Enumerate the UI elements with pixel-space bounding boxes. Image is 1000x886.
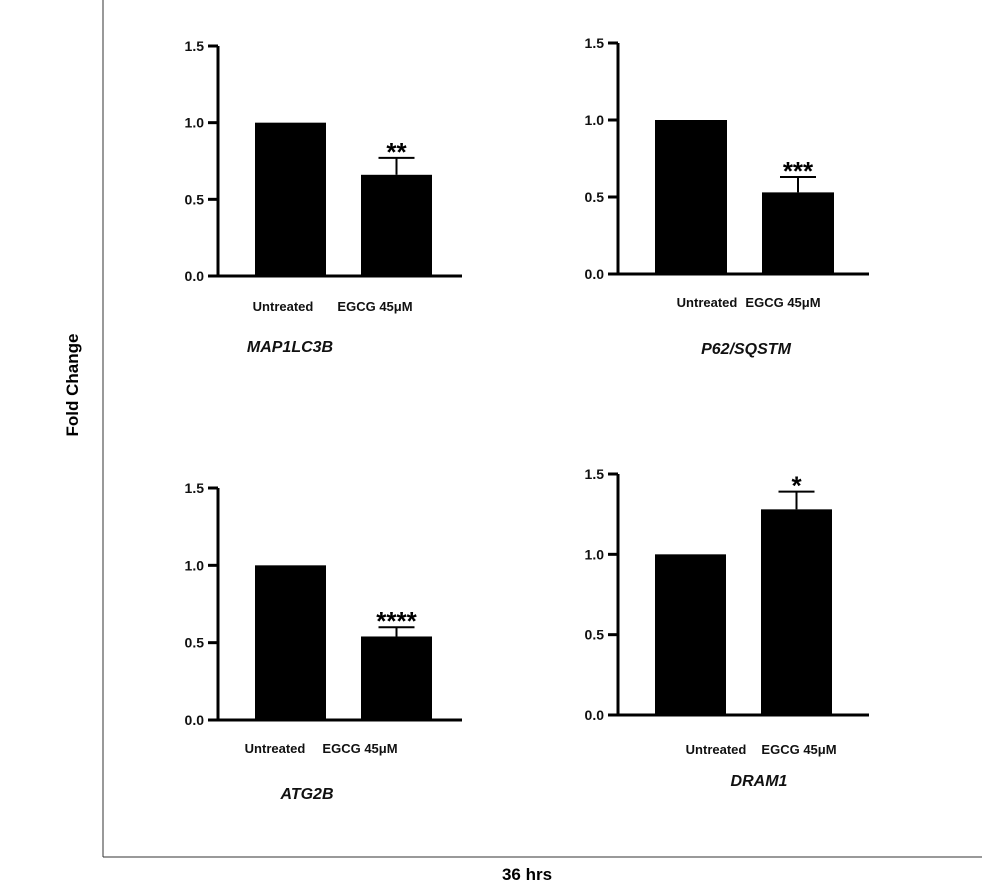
bar xyxy=(762,192,834,274)
bar xyxy=(361,174,432,276)
bar xyxy=(361,636,432,720)
y-tick-label: 0.5 xyxy=(585,189,605,205)
bar xyxy=(655,554,726,715)
chart-panel: 0.0 0.5 1.0 1.5 **** Untreated EGCG 45μM ATG2B xyxy=(185,480,462,803)
chart-panel: 0.0 0.5 1.0 1.5 *** Untreated EGCG 45μM P62/SQS… xyxy=(585,35,869,358)
bar xyxy=(761,509,832,715)
y-tick-label: 0.0 xyxy=(185,268,205,284)
bar xyxy=(255,122,326,277)
category-label: EGCG 45μM xyxy=(322,741,397,756)
y-tick-label: 0.0 xyxy=(585,707,605,723)
chart-panel: 0.0 0.5 1.0 1.5 ** Untreated EGCG 45μM MAP1LC3B xyxy=(185,38,462,356)
chart-panels: 0.0 0.5 1.0 1.5 ** Untreated EGCG 45μM MAP1LC3B… xyxy=(185,35,869,803)
panel-title: MAP1LC3B xyxy=(247,339,333,356)
y-tick-label: 0.5 xyxy=(185,191,205,207)
category-label: EGCG 45μM xyxy=(337,299,412,314)
panel-title: ATG2B xyxy=(279,786,333,803)
figure-ylabel: Fold Change xyxy=(63,334,82,437)
y-tick-label: 0.0 xyxy=(185,712,205,728)
category-label: Untreated xyxy=(686,742,747,757)
y-tick-label: 0.5 xyxy=(185,635,205,651)
y-tick-label: 1.5 xyxy=(585,466,605,482)
y-tick-label: 1.0 xyxy=(185,115,205,131)
bar xyxy=(255,565,326,720)
y-tick-label: 1.0 xyxy=(185,557,205,573)
y-tick-label: 1.5 xyxy=(185,38,205,54)
bar xyxy=(655,120,727,274)
chart-panel: 0.0 0.5 1.0 1.5 * Untreated EGCG 45μM DRAM1 xyxy=(585,466,869,790)
category-label: Untreated xyxy=(245,741,306,756)
y-tick-label: 1.0 xyxy=(585,546,605,562)
category-label: Untreated xyxy=(253,299,314,314)
y-tick-label: 1.0 xyxy=(585,112,605,128)
significance-marker: *** xyxy=(783,156,814,186)
category-label: EGCG 45μM xyxy=(761,742,836,757)
significance-marker: **** xyxy=(376,606,417,636)
category-label: Untreated xyxy=(677,295,738,310)
significance-marker: ** xyxy=(386,137,407,167)
category-label: EGCG 45μM xyxy=(745,295,820,310)
panel-title: DRAM1 xyxy=(731,773,788,790)
significance-marker: * xyxy=(791,471,802,501)
y-tick-label: 0.0 xyxy=(585,266,605,282)
y-tick-label: 1.5 xyxy=(585,35,605,51)
y-tick-label: 0.5 xyxy=(585,627,605,643)
figure-xlabel: 36 hrs xyxy=(502,865,552,884)
y-tick-label: 1.5 xyxy=(185,480,205,496)
panel-title: P62/SQSTM xyxy=(701,341,791,358)
